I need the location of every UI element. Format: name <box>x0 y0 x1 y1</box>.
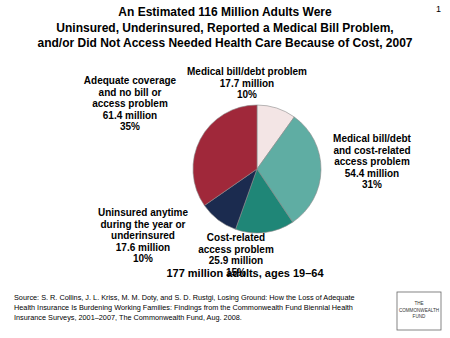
svg-text:Source: S. R. Collins, J. L. K: Source: S. R. Collins, J. L. Kriss, M. M… <box>14 293 355 322</box>
svg-text:THECOMMONWEALTHFUND: THECOMMONWEALTHFUND <box>399 301 439 319</box>
svg-text:Medical bill/debt problem17.7: Medical bill/debt problem17.7 million10% <box>187 66 307 100</box>
svg-text:177 million adults, ages 19–64: 177 million adults, ages 19–64 <box>166 267 324 279</box>
svg-text:Uninsured anytimeduring the ye: Uninsured anytimeduring the year orunder… <box>98 207 188 264</box>
svg-text:Medical bill/debtand cost-rela: Medical bill/debtand cost-relatedaccess … <box>333 133 411 190</box>
svg-text:Adequate coverageand no bill o: Adequate coverageand no bill oraccess pr… <box>84 75 177 132</box>
svg-text:Cost-relatedaccess problem25.9: Cost-relatedaccess problem25.9 million15… <box>198 232 274 278</box>
svg-text:1: 1 <box>436 4 441 14</box>
svg-text:An Estimated 116 Million Adult: An Estimated 116 Million Adults WereUnin… <box>37 5 412 50</box>
